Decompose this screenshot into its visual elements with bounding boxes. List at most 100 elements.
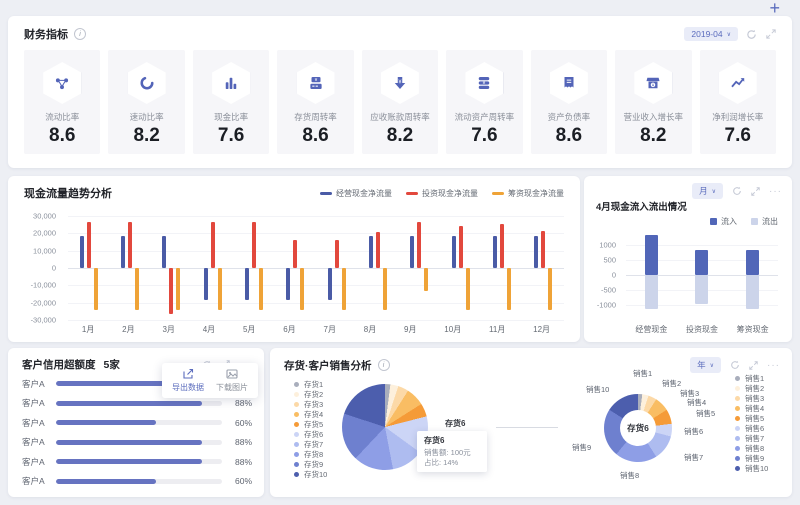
legend-item[interactable]: 存货6 [294,429,327,439]
kpi-label: 营业收入增长率 [623,112,684,122]
legend-item[interactable]: 销售10 [735,464,768,474]
period-selector[interactable]: 月 ∨ [692,183,723,199]
legend-label: 销售4 [745,403,765,413]
add-widget-button[interactable]: + [769,0,780,18]
bar [746,250,760,275]
donut-callout-label: 销售8 [620,471,640,480]
menu-item-download-image[interactable]: 下载图片 [216,368,248,393]
bar [451,235,456,268]
axis-tick-label: 筹资现金 [736,325,769,334]
hex-badge [549,62,588,104]
bar-group [203,216,222,320]
legend-item[interactable]: 存货9 [294,460,327,470]
more-icon[interactable]: ··· [769,185,782,197]
trend-legend: 经营现金净流量 投资现金净流量 筹资现金净流量 [320,188,564,199]
sales-donut-chart[interactable]: 存货6 [604,394,672,462]
donut-callout-label: 销售6 [684,427,704,436]
axis-tick-label: 1月 [81,325,95,334]
info-icon[interactable]: i [377,359,390,371]
legend-item[interactable]: 销售3 [735,393,768,403]
bar [695,275,709,304]
legend-marker [294,391,299,397]
legend-item[interactable]: 销售4 [735,403,768,413]
legend-marker [710,218,717,225]
bar [417,222,422,268]
bar [746,275,760,310]
bar-groups [626,230,778,320]
expand-icon[interactable] [748,360,759,371]
legend-item[interactable]: 存货3 [294,399,327,409]
bar [492,235,497,268]
legend-label: 存货7 [304,440,324,450]
bar [541,230,546,268]
kpi-value: 8.6 [49,125,76,146]
legend-marker [294,472,299,478]
bar [162,235,167,268]
axis-tick-label: 4月 [202,325,216,334]
hex-badge [718,62,757,104]
inout-plot[interactable] [626,230,778,320]
legend-item[interactable]: 存货8 [294,450,327,460]
bar [120,235,125,268]
legend-item[interactable]: 销售7 [735,434,768,444]
legend-item[interactable]: 销售1 [735,373,768,383]
bar [410,235,415,268]
inventory-pie-chart[interactable] [342,384,428,470]
bar [506,268,511,310]
legend-item[interactable]: 流入 [710,216,737,227]
menu-item-export-data[interactable]: 导出数据 [172,368,204,393]
credit-row-label: 客户A [22,378,45,389]
legend-item[interactable]: 销售6 [735,423,768,433]
legend-item[interactable]: 经营现金净流量 [320,188,392,199]
expand-icon[interactable] [765,29,776,40]
legend-label: 存货9 [304,460,324,470]
legend-marker [294,381,299,387]
bar-group [644,230,658,320]
legend-item[interactable]: 销售8 [735,444,768,454]
trend-plot[interactable] [68,216,564,321]
legend-marker [751,218,758,225]
bar-group [534,216,553,320]
legend-label: 存货5 [304,419,324,429]
refresh-icon[interactable] [731,186,742,197]
axis-tick-label: 10,000 [33,246,56,256]
axis-tick-label: 3月 [162,325,175,334]
refresh-icon[interactable] [746,29,757,40]
kpi-value: 8.2 [133,125,160,146]
receipt-icon [564,77,574,88]
legend-item[interactable]: 存货5 [294,419,327,429]
legend-item[interactable]: 存货7 [294,440,327,450]
info-icon[interactable]: i [74,28,86,40]
credit-row-value: 88% [234,456,252,467]
legend-item[interactable]: 筹资现金净流量 [492,188,564,199]
inout-y-axis: 1000 500 0 -500 -1000 [590,230,622,320]
legend-item[interactable]: 投资现金净流量 [406,188,478,199]
legend-item[interactable]: 销售5 [735,413,768,423]
chart-tooltip: 存货6 销售额: 100元 占比: 14% [417,431,487,472]
export-icon [183,368,194,379]
legend-item[interactable]: 存货2 [294,389,327,399]
legend-label: 存货3 [304,399,324,409]
legend-item[interactable]: 存货4 [294,409,327,419]
legend-item[interactable]: 存货1 [294,379,327,389]
bar [169,268,174,314]
expand-icon[interactable] [220,359,231,370]
legend-item[interactable]: 流出 [751,216,778,227]
legend-item[interactable]: 存货10 [294,470,327,480]
date-selector[interactable]: 2019-04 ∨ [684,27,738,41]
bar-group [746,230,760,320]
legend-item[interactable]: 销售2 [735,383,768,393]
axis-tick-label: -10,000 [30,280,56,290]
expand-icon[interactable] [750,186,761,197]
credit-bar-fill [56,381,203,387]
legend-item[interactable]: 销售9 [735,454,768,464]
cash-register-icon: ¥ [309,77,322,89]
credit-bar-track [56,420,222,426]
sales-card-title: 存货·客户销售分析 [284,359,372,372]
credit-row: 客户A 60% [22,413,252,433]
period-selector[interactable]: 年 ∨ [690,357,721,373]
trend-line-icon [731,78,744,88]
more-icon[interactable]: ··· [767,359,780,371]
refresh-icon[interactable] [729,360,740,371]
